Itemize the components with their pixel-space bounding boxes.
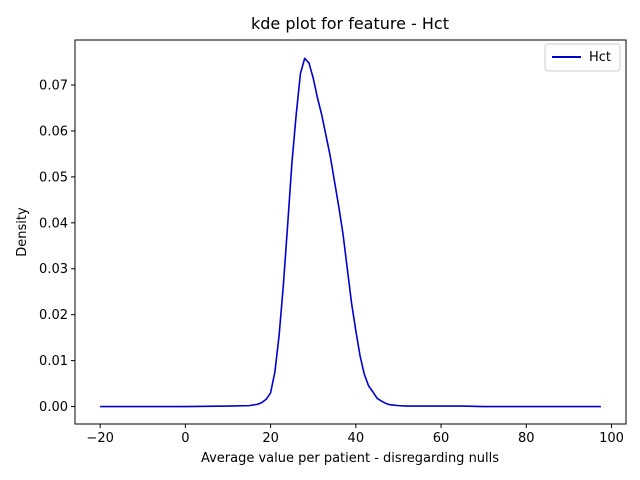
y-tick-label: 0.03	[39, 262, 68, 277]
y-tick-label: 0.01	[39, 354, 68, 369]
legend-label-hct: Hct	[589, 50, 611, 65]
x-tick-label: 40	[348, 431, 365, 446]
x-tick-label: 60	[433, 431, 450, 446]
y-tick-label: 0.07	[39, 79, 68, 94]
x-tick-label: 100	[599, 431, 624, 446]
y-tick-label: 0.06	[39, 124, 68, 139]
x-tick-label: −20	[86, 431, 113, 446]
x-tick-label: 20	[262, 431, 279, 446]
y-tick-label: 0.00	[39, 400, 68, 415]
axes-frame	[74, 39, 627, 425]
x-tick-label: 0	[181, 431, 189, 446]
x-tick-label: 80	[518, 431, 535, 446]
legend-frame	[544, 43, 621, 72]
y-tick-label: 0.04	[39, 216, 68, 231]
y-tick-label: 0.05	[39, 170, 68, 185]
y-axis-title: Density	[15, 207, 30, 257]
plot-area: −20 0 20 40 60 80 100 0.00 0.01 0.02 0.03 0.04 0.05 0…	[39, 39, 627, 446]
series-line-hct	[100, 57, 601, 408]
y-tick-label: 0.02	[39, 308, 68, 323]
chart-title: kde plot for feature - Hct	[251, 14, 449, 33]
legend: Hct	[544, 43, 621, 72]
x-axis-title: Average value per patient - disregarding…	[201, 451, 499, 466]
